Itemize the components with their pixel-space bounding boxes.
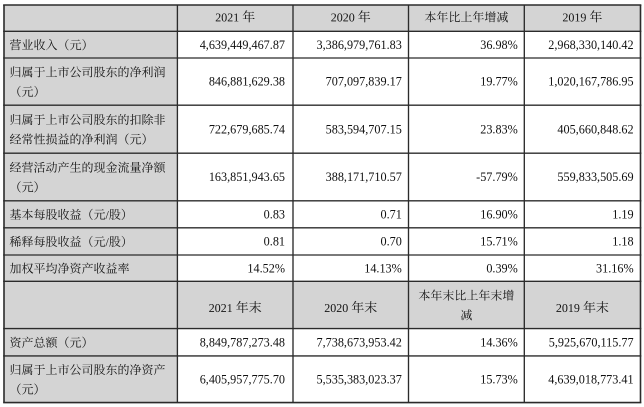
svg-text:-57.79%: -57.79% (476, 170, 518, 184)
svg-text:0.70: 0.70 (380, 235, 401, 249)
svg-text:16.90%: 16.90% (480, 207, 518, 221)
svg-text:0.83: 0.83 (264, 207, 285, 221)
svg-text:0.39%: 0.39% (486, 261, 517, 275)
svg-text:6,405,957,775.70: 6,405,957,775.70 (200, 372, 285, 386)
svg-text:14.36%: 14.36% (480, 335, 518, 349)
svg-text:15.71%: 15.71% (480, 235, 518, 249)
svg-text:5,925,670,115.77: 5,925,670,115.77 (549, 335, 634, 349)
svg-text:8,849,787,273.48: 8,849,787,273.48 (200, 335, 285, 349)
svg-text:707,097,839.17: 707,097,839.17 (326, 75, 402, 89)
svg-text:23.83%: 23.83% (480, 122, 518, 136)
svg-text:0.81: 0.81 (264, 235, 285, 249)
svg-text:388,171,710.57: 388,171,710.57 (326, 170, 402, 184)
svg-text:36.98%: 36.98% (480, 38, 518, 52)
svg-text:5,535,383,023.37: 5,535,383,023.37 (316, 372, 401, 386)
svg-text:7,738,673,953.42: 7,738,673,953.42 (316, 335, 401, 349)
svg-text:4,639,449,467.87: 4,639,449,467.87 (200, 38, 285, 52)
svg-text:31.16%: 31.16% (596, 261, 634, 275)
svg-text:14.13%: 14.13% (364, 261, 402, 275)
svg-text:1.19: 1.19 (612, 207, 633, 221)
svg-text:163,851,943.65: 163,851,943.65 (209, 170, 285, 184)
svg-text:846,881,629.38: 846,881,629.38 (209, 75, 285, 89)
svg-text:4,639,018,773.41: 4,639,018,773.41 (548, 372, 633, 386)
svg-text:15.73%: 15.73% (480, 372, 518, 386)
svg-text:1.18: 1.18 (612, 235, 633, 249)
svg-text:1,020,167,786.95: 1,020,167,786.95 (548, 75, 633, 89)
svg-text:14.52%: 14.52% (247, 261, 285, 275)
svg-text:19.77%: 19.77% (480, 75, 518, 89)
svg-text:0.71: 0.71 (380, 207, 401, 221)
svg-text:405,660,848.62: 405,660,848.62 (557, 122, 633, 136)
svg-text:722,679,685.74: 722,679,685.74 (209, 122, 285, 136)
svg-text:559,833,505.69: 559,833,505.69 (557, 170, 633, 184)
svg-text:2,968,330,140.42: 2,968,330,140.42 (548, 38, 633, 52)
svg-text:3,386,979,761.83: 3,386,979,761.83 (316, 38, 401, 52)
svg-text:583,594,707.15: 583,594,707.15 (326, 122, 402, 136)
